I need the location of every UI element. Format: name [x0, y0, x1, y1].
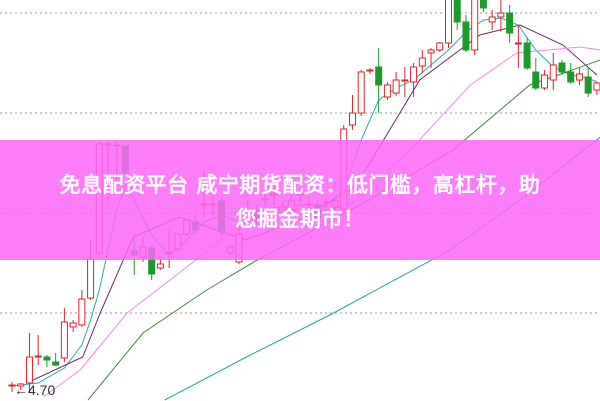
candle-body	[436, 42, 444, 51]
candle-body	[383, 84, 391, 98]
banner-line-2: 您掘金期市！	[235, 207, 365, 231]
candle-body	[532, 71, 540, 89]
candle-body	[541, 74, 549, 89]
candle-body	[593, 82, 600, 91]
candle-body	[401, 79, 409, 82]
candle-body	[558, 62, 566, 73]
candle-body	[78, 298, 86, 326]
candle-body	[34, 355, 42, 358]
candle-body	[506, 12, 514, 34]
candle-body	[60, 321, 68, 359]
candle-body	[427, 49, 435, 54]
candle-body	[348, 112, 356, 126]
candle-body	[471, 0, 479, 51]
candle-body	[549, 64, 557, 81]
candle-body	[25, 356, 33, 384]
candle-body	[156, 263, 164, 269]
candle-body	[87, 258, 95, 299]
low-price-annotation: ←4.70	[14, 382, 55, 398]
low-price-value: 4.70	[28, 382, 56, 398]
candle-body	[445, 0, 452, 44]
candle-body	[462, 21, 470, 51]
arrow-left-icon: ←	[14, 382, 28, 398]
candle-body	[392, 79, 400, 94]
candle-body	[575, 73, 583, 81]
candle-body	[52, 361, 60, 366]
candle-body	[523, 42, 531, 69]
candle-body	[514, 42, 522, 45]
candle-body	[497, 12, 505, 18]
banner-line-1: 免息配资平台 咸宁期货配资：低门槛，高杠杆，助	[59, 173, 541, 197]
candle-body	[410, 66, 418, 83]
candle-body	[17, 383, 25, 387]
candle-body	[8, 384, 16, 387]
candle-body	[479, 0, 487, 9]
candle-body	[488, 16, 496, 23]
candle-body	[43, 356, 51, 361]
candle-body	[567, 71, 575, 83]
candle-body	[366, 69, 374, 72]
candle-body	[453, 0, 461, 23]
candle-body	[69, 322, 77, 328]
candle-body	[418, 57, 426, 67]
candle-body	[357, 71, 365, 114]
promo-banner: 免息配资平台 咸宁期货配资：低门槛，高杠杆，助 您掘金期市！	[0, 140, 600, 260]
candle-body	[584, 76, 592, 94]
candle-body	[375, 66, 383, 86]
